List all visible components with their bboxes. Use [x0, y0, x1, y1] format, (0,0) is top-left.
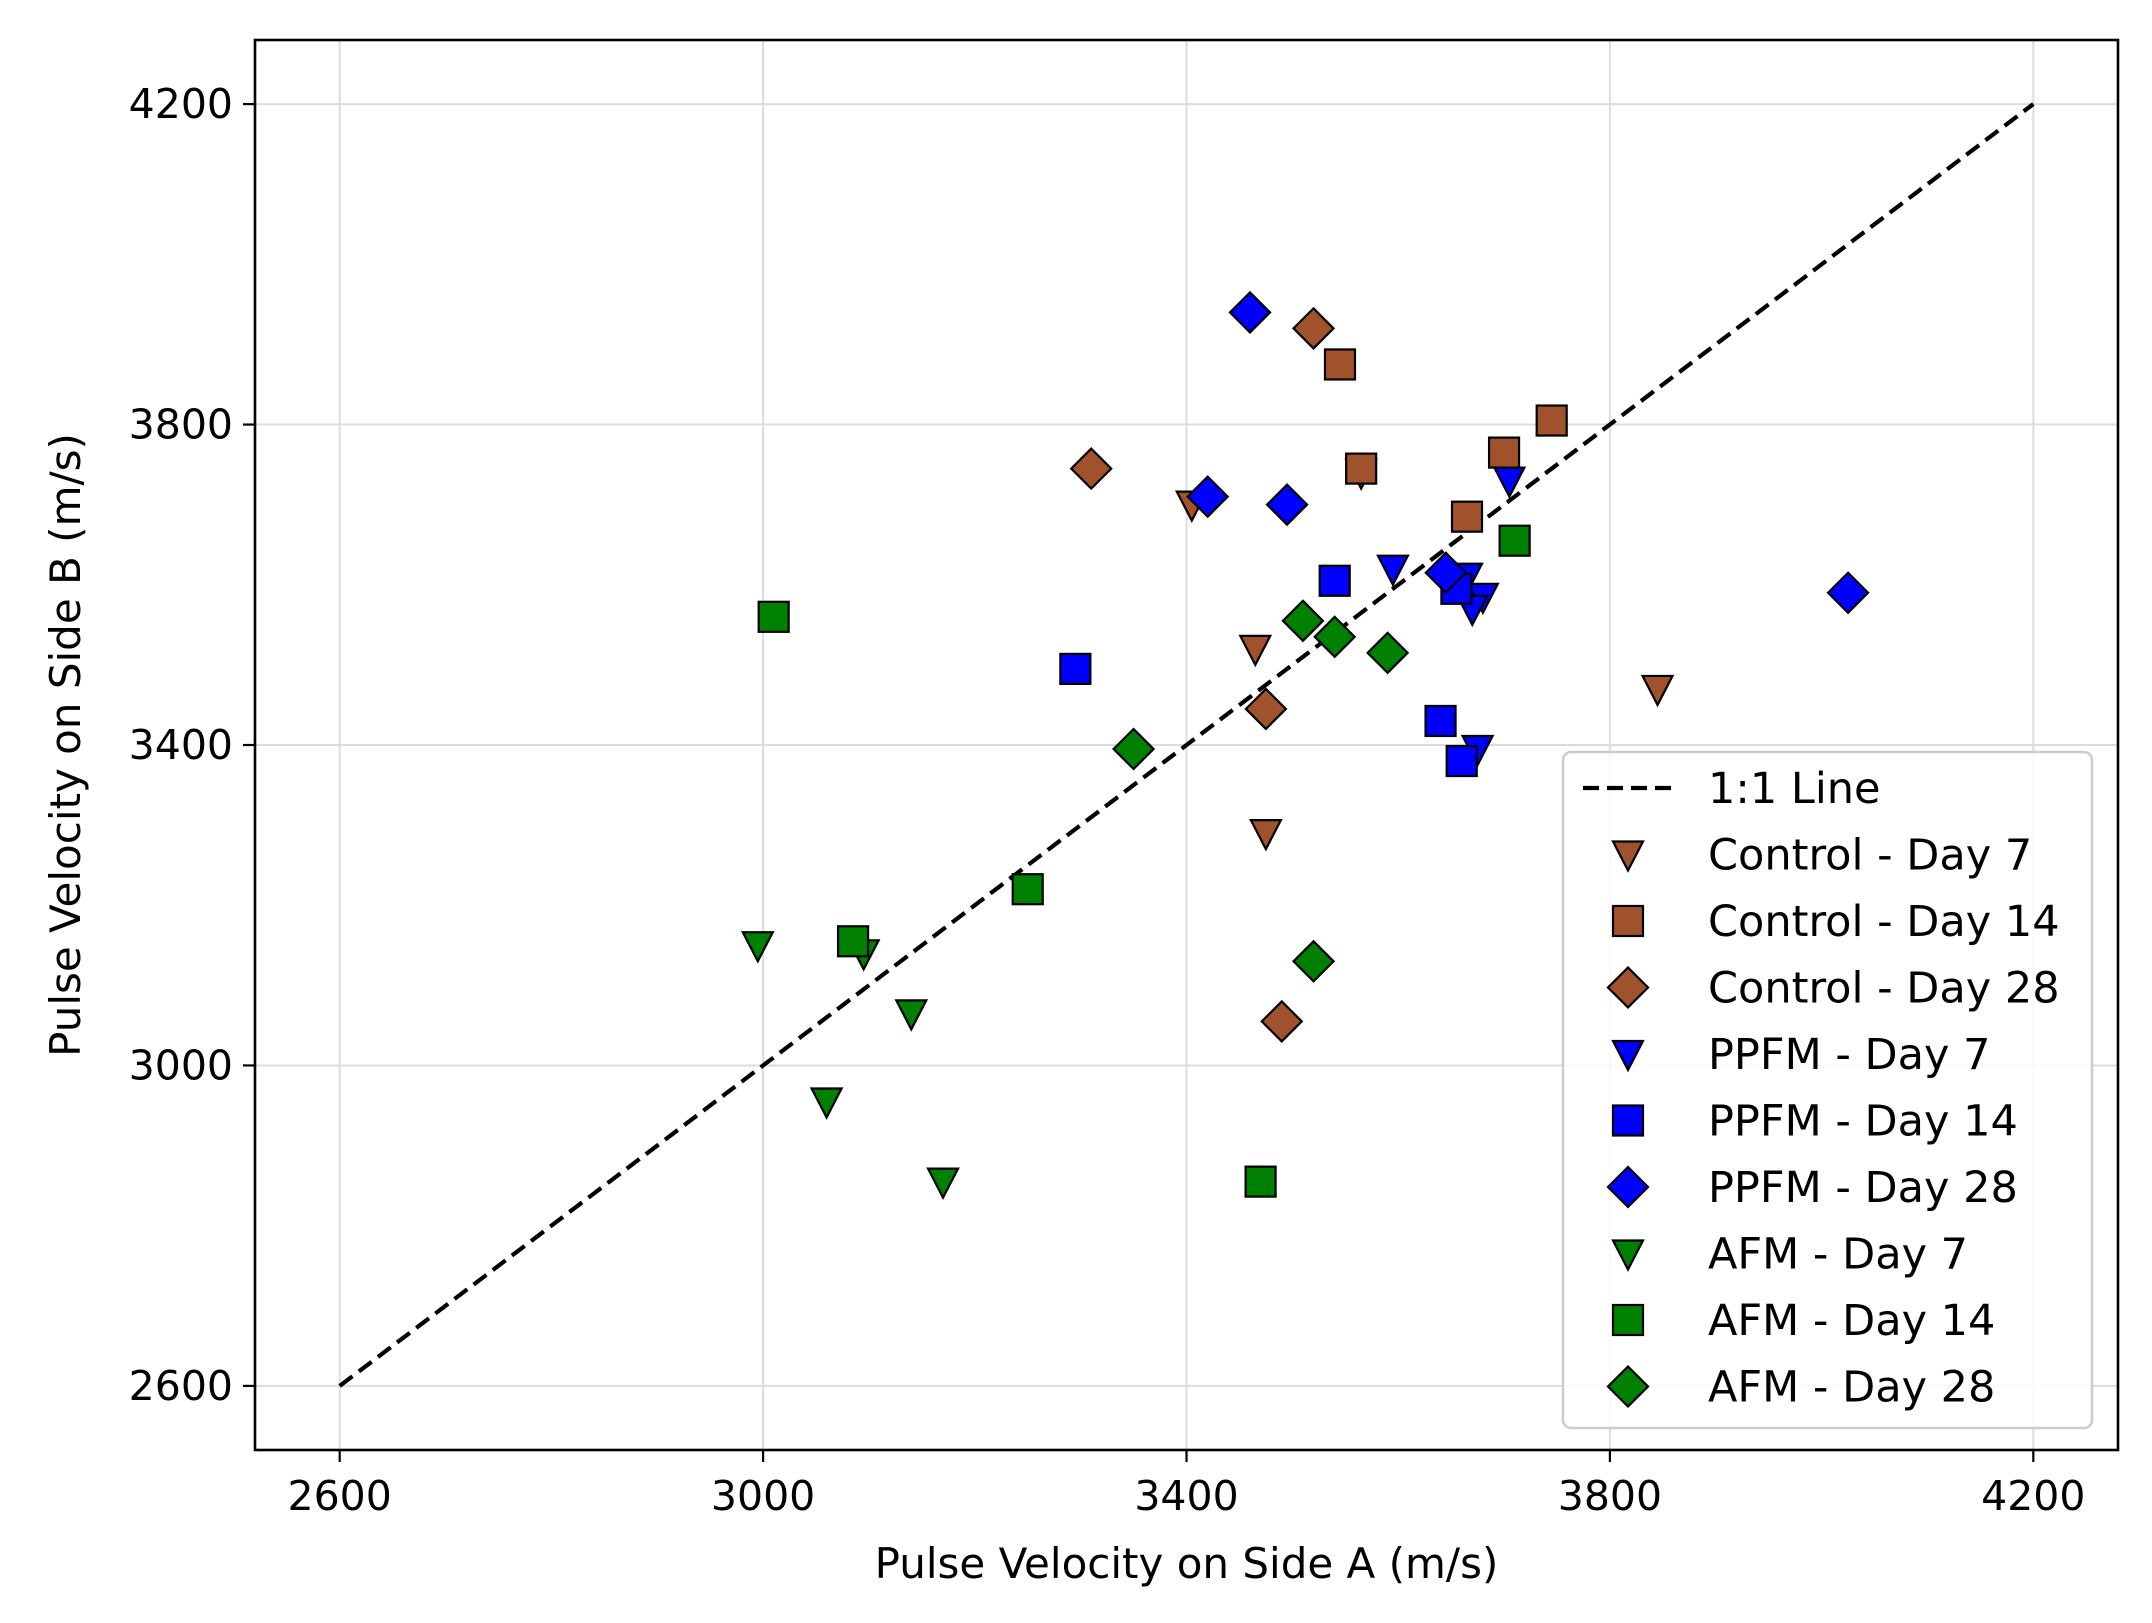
data-point	[1318, 564, 1351, 597]
legend-marker	[1611, 1039, 1645, 1073]
data-point	[1640, 674, 1675, 708]
y-axis-label: Pulse Velocity on Side B (m/s)	[41, 433, 90, 1057]
y-tick-label: 2600	[129, 1362, 233, 1410]
data-point	[894, 999, 929, 1032]
data-point	[1366, 631, 1410, 675]
data-point	[926, 1167, 960, 1201]
legend: 1:1 Line Control - Day 7 Control - Day 14 C…	[1561, 750, 2094, 1430]
y-tick-label: 4200	[129, 80, 233, 128]
legend-label: Control - Day 7	[1708, 831, 2032, 881]
legend-label: Control - Day 28	[1708, 964, 2060, 1014]
data-point	[1424, 704, 1457, 738]
data-point	[809, 1087, 844, 1120]
data-point	[1244, 1165, 1277, 1198]
x-tick-label: 3800	[1558, 1472, 1662, 1520]
legend-marker	[1606, 965, 1650, 1010]
legend-marker	[1606, 1364, 1650, 1409]
data-point	[1265, 483, 1309, 527]
data-point	[1345, 452, 1378, 485]
data-point	[1228, 290, 1272, 334]
legend-label: Control - Day 14	[1708, 897, 2060, 947]
x-tick-label: 3400	[1134, 1472, 1238, 1520]
legend-marker	[1611, 840, 1645, 873]
legend-label: PPFM - Day 14	[1708, 1097, 2018, 1147]
series-afm-day-14	[757, 524, 1531, 1198]
one-to-one-line	[338, 102, 2035, 1388]
data-point	[1249, 819, 1283, 852]
data-point	[836, 925, 870, 958]
legend-box	[1561, 750, 2094, 1430]
data-point	[1450, 500, 1484, 533]
data-point	[1238, 634, 1273, 668]
data-point	[1535, 404, 1568, 437]
series-control-day-28	[1069, 306, 1336, 1043]
series-ppfm-day-28	[1186, 290, 1870, 615]
data-point	[1281, 599, 1325, 643]
legend-label: 1:1 Line	[1708, 764, 1880, 814]
legend-label: PPFM - Day 28	[1708, 1163, 2018, 1213]
legend-label: PPFM - Day 7	[1708, 1030, 1990, 1080]
y-tick-label: 3400	[129, 721, 233, 769]
data-points	[740, 290, 1870, 1201]
y-tick-label: 3800	[129, 401, 233, 449]
data-point	[1059, 652, 1092, 685]
data-point	[1313, 615, 1357, 659]
data-point	[1186, 475, 1230, 519]
legend-marker	[1611, 1239, 1645, 1272]
legend-marker	[1611, 1104, 1645, 1137]
data-point	[1376, 554, 1410, 588]
data-point	[740, 931, 775, 964]
reference-line-layer	[338, 102, 2035, 1388]
data-point	[1424, 551, 1468, 595]
data-point	[1826, 571, 1870, 615]
x-tick-label: 2600	[288, 1472, 392, 1520]
data-point	[1011, 873, 1044, 906]
data-point	[757, 600, 790, 633]
data-point	[1069, 447, 1113, 491]
legend-label: AFM - Day 28	[1708, 1363, 1995, 1413]
data-point	[1487, 436, 1521, 469]
data-point	[1291, 306, 1336, 350]
legend-label: AFM - Day 7	[1708, 1230, 1968, 1280]
y-tick-label: 3000	[129, 1041, 233, 1089]
legend-marker	[1606, 1165, 1650, 1209]
data-point	[1244, 687, 1288, 731]
data-point	[1498, 524, 1531, 557]
x-tick-label: 4200	[1981, 1472, 2085, 1520]
legend-marker	[1611, 1303, 1645, 1337]
legend-label: AFM - Day 14	[1708, 1296, 1995, 1346]
series-afm-day-28	[1112, 599, 1410, 983]
axis-ticks: 2600 3000 3400 3800 4200 2600 3000 3400 3800 4200	[129, 80, 2086, 1520]
series-control-day-14	[1323, 348, 1568, 533]
data-point	[1492, 466, 1527, 500]
data-point	[1291, 939, 1336, 983]
data-point	[1445, 744, 1478, 778]
legend-marker	[1611, 904, 1645, 938]
x-axis-label: Pulse Velocity on Side A (m/s)	[875, 1539, 1499, 1588]
data-point	[1260, 999, 1304, 1043]
x-tick-label: 3000	[711, 1472, 815, 1520]
data-point	[1112, 727, 1156, 771]
data-point	[1323, 348, 1357, 381]
